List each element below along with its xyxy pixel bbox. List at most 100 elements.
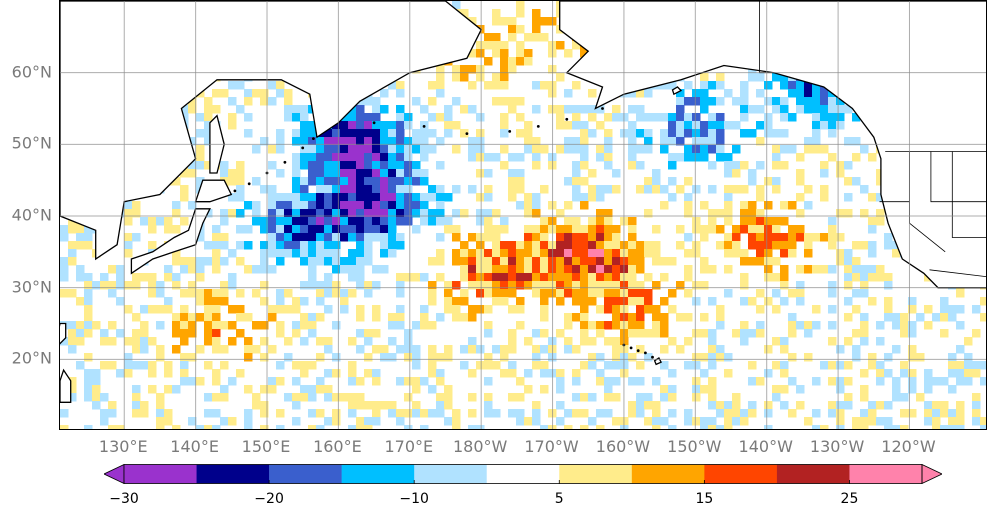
anomaly-cell — [276, 297, 285, 306]
anomaly-cell — [756, 249, 765, 258]
anomaly-cell — [348, 217, 357, 226]
anomaly-cell — [524, 257, 533, 266]
anomaly-cell — [532, 241, 541, 250]
anomaly-cell — [204, 329, 213, 338]
anomaly-cell — [604, 217, 613, 226]
anomaly-cell — [924, 385, 933, 394]
anomaly-cell — [908, 297, 917, 306]
anomaly-cell — [812, 409, 821, 418]
anomaly-cell — [596, 321, 605, 330]
anomaly-cell — [588, 353, 597, 362]
anomaly-cell — [244, 417, 253, 426]
colorbar-bin — [559, 464, 633, 484]
anomaly-cell — [428, 193, 437, 202]
anomaly-cell — [404, 217, 413, 226]
anomaly-cell — [84, 329, 93, 338]
anomaly-cell — [236, 369, 245, 378]
anomaly-cell — [484, 305, 493, 314]
anomaly-cell — [580, 281, 589, 290]
anomaly-cell — [324, 393, 333, 402]
anomaly-cell — [668, 409, 677, 418]
anomaly-cell — [244, 225, 253, 234]
anomaly-cell — [820, 145, 829, 154]
anomaly-cell — [236, 105, 245, 114]
anomaly-cell — [364, 337, 373, 346]
anomaly-cell — [604, 145, 613, 154]
anomaly-cell — [764, 177, 773, 186]
anomaly-cell — [372, 137, 381, 146]
anomaly-cell — [260, 241, 269, 250]
anomaly-cell — [636, 161, 645, 170]
anomaly-cell — [860, 265, 869, 274]
longitude-label: 160°W — [595, 437, 651, 456]
anomaly-cell — [804, 321, 813, 330]
anomaly-cell — [340, 305, 349, 314]
anomaly-cell — [572, 257, 581, 266]
anomaly-cell — [708, 385, 717, 394]
anomaly-cell — [228, 81, 237, 90]
anomaly-cell — [716, 345, 725, 354]
anomaly-cell — [524, 225, 533, 234]
anomaly-cell — [492, 41, 501, 50]
anomaly-cell — [820, 185, 829, 194]
anomaly-cell — [708, 209, 717, 218]
anomaly-cell — [764, 81, 773, 90]
anomaly-cell — [836, 417, 845, 426]
anomaly-cell — [276, 249, 285, 258]
anomaly-cell — [844, 209, 853, 218]
anomaly-cell — [580, 49, 589, 58]
anomaly-cell — [372, 233, 381, 242]
anomaly-cell — [612, 321, 621, 330]
anomaly-cell — [636, 409, 645, 418]
anomaly-cell — [308, 161, 317, 170]
anomaly-cell — [764, 273, 773, 282]
anomaly-cell — [588, 105, 597, 114]
anomaly-cell — [708, 337, 717, 346]
colorbar-tick-label: −10 — [399, 491, 429, 507]
anomaly-cell — [332, 369, 341, 378]
anomaly-cell — [292, 177, 301, 186]
anomaly-cell — [612, 105, 621, 114]
kuril-island-dot — [301, 146, 305, 150]
anomaly-cell — [308, 129, 317, 138]
anomaly-cell — [932, 313, 941, 322]
anomaly-cell — [708, 97, 717, 106]
anomaly-cell — [508, 337, 517, 346]
anomaly-cell — [852, 417, 861, 426]
anomaly-cell — [404, 185, 413, 194]
anomaly-cell — [820, 105, 829, 114]
anomaly-cell — [716, 113, 725, 122]
anomaly-cell — [404, 113, 413, 122]
anomaly-cell — [892, 313, 901, 322]
anomaly-cell — [612, 361, 621, 370]
anomaly-cell — [580, 121, 589, 130]
anomaly-cell — [484, 153, 493, 162]
anomaly-cell — [404, 209, 413, 218]
anomaly-cell — [124, 281, 133, 290]
anomaly-cell — [540, 345, 549, 354]
anomaly-cell — [500, 57, 509, 66]
anomaly-cell — [372, 313, 381, 322]
anomaly-cell — [580, 393, 589, 402]
anomaly-cell — [308, 393, 317, 402]
anomaly-cell — [428, 97, 437, 106]
anomaly-cell — [356, 161, 365, 170]
anomaly-cell — [268, 265, 277, 274]
anomaly-cell — [700, 265, 709, 274]
anomaly-cell — [636, 297, 645, 306]
anomaly-cell — [300, 313, 309, 322]
anomaly-cell — [748, 241, 757, 250]
anomaly-cell — [532, 345, 541, 354]
anomaly-cell — [604, 281, 613, 290]
anomaly-cell — [500, 281, 509, 290]
anomaly-cell — [532, 209, 541, 218]
anomaly-cell — [668, 177, 677, 186]
anomaly-cell — [876, 265, 885, 274]
anomaly-cell — [508, 289, 517, 298]
anomaly-cell — [460, 313, 469, 322]
anomaly-cell — [420, 145, 429, 154]
anomaly-cell — [532, 137, 541, 146]
anomaly-cell — [484, 225, 493, 234]
anomaly-cell — [196, 113, 205, 122]
anomaly-cell — [204, 97, 213, 106]
